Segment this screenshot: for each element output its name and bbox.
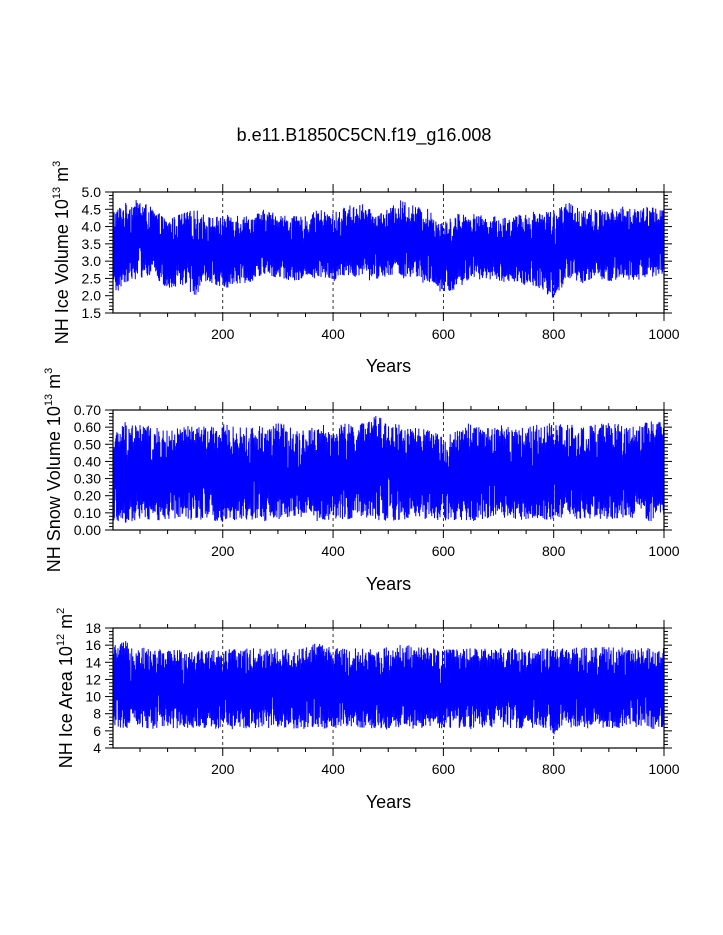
y-axis-title: NH Ice Volume 1013 m3	[51, 161, 72, 344]
panel-1: 200 400 600 800 1000 1.52.0 2.53.03.54.0 4.55.0…	[51, 161, 680, 376]
y-tick-label: 0.40	[74, 453, 101, 469]
y-tick-label: 0.70	[74, 402, 101, 418]
y-tick-label: 0.30	[74, 471, 101, 487]
panel-2: 200 400 600 800 1000 0.000.100.200.30 0.400.50…	[43, 368, 680, 594]
y-axis-title: NH Snow Volume 1013 m3	[43, 368, 64, 572]
y-tick-label: 10	[85, 689, 101, 705]
y-tick-label: 5.0	[82, 184, 102, 200]
chart-title: b.e11.B1850C5CN.f19_g16.008	[237, 125, 492, 146]
y-tick-label: 8	[93, 706, 101, 722]
y-tick-label: 3.0	[82, 253, 102, 269]
x-tick-label: 800	[542, 543, 566, 559]
x-tick-label: 1000	[648, 326, 679, 342]
series-line	[113, 199, 664, 299]
x-tick-label: 1000	[648, 761, 679, 777]
y-tick-label: 4.5	[82, 201, 102, 217]
y-tick-label: 4.0	[82, 219, 102, 235]
y-tick-label: 16	[85, 637, 101, 653]
y-axis-title: NH Ice Area 1012 m2	[55, 608, 76, 768]
x-tick-label: 600	[432, 326, 456, 342]
y-tick-label: 2.0	[82, 288, 102, 304]
y-tick-label: 0.10	[74, 505, 101, 521]
x-tick-label: 800	[542, 761, 566, 777]
y-tick-label: 0.00	[74, 522, 101, 538]
x-tick-label: 1000	[648, 543, 679, 559]
x-tick-label: 200	[211, 543, 235, 559]
series-line	[113, 641, 664, 735]
y-tick-label: 18	[85, 620, 101, 636]
x-tick-label: 600	[432, 761, 456, 777]
x-tick-label: 800	[542, 326, 566, 342]
x-tick-label: 400	[321, 761, 345, 777]
x-tick-label: 600	[432, 543, 456, 559]
x-tick-label: 400	[321, 543, 345, 559]
x-axis-title: Years	[366, 574, 411, 594]
series-line	[113, 415, 664, 523]
y-tick-label: 0.20	[74, 488, 101, 504]
y-tick-label: 4	[93, 740, 101, 756]
x-tick-label: 200	[211, 761, 235, 777]
panels-group: 200 400 600 800 1000 1.52.0 2.53.03.54.0 4.55.0…	[43, 161, 680, 812]
y-tick-label: 14	[85, 654, 101, 670]
x-tick-label: 200	[211, 326, 235, 342]
y-tick-label: 1.5	[82, 305, 102, 321]
y-tick-label: 6	[93, 723, 101, 739]
y-tick-label: 12	[85, 671, 101, 687]
x-axis-title: Years	[366, 356, 411, 376]
y-tick-label: 2.5	[82, 270, 102, 286]
y-tick-label: 3.5	[82, 236, 102, 252]
x-tick-label: 400	[321, 326, 345, 342]
y-tick-label: 0.60	[74, 419, 101, 435]
y-tick-label: 0.50	[74, 436, 101, 452]
x-axis-title: Years	[366, 792, 411, 812]
